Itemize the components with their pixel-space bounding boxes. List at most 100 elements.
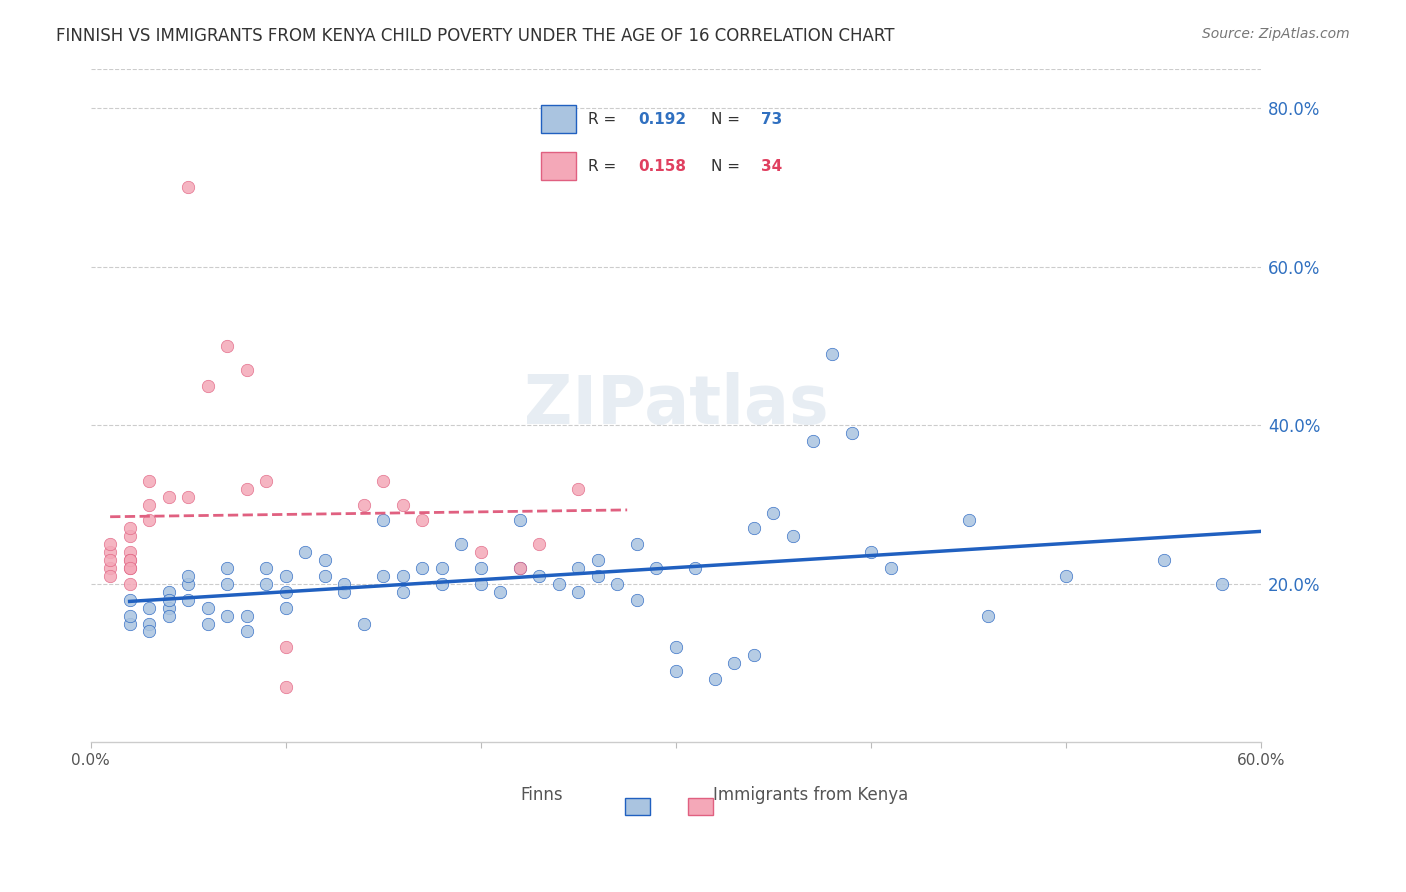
Point xyxy=(314,569,336,583)
Text: Finns: Finns xyxy=(520,786,562,805)
Point xyxy=(841,426,863,441)
Point xyxy=(98,537,121,551)
Point xyxy=(742,521,765,535)
Point xyxy=(118,553,141,567)
Point xyxy=(274,584,297,599)
Point xyxy=(217,608,239,623)
Point xyxy=(626,592,648,607)
Point xyxy=(294,545,316,559)
Point xyxy=(391,569,413,583)
Point xyxy=(373,474,395,488)
Point xyxy=(509,513,531,527)
Point xyxy=(470,577,492,591)
Point xyxy=(567,561,589,575)
Point xyxy=(118,561,141,575)
Point xyxy=(860,545,883,559)
Point xyxy=(665,664,688,678)
Point xyxy=(217,561,239,575)
Point xyxy=(157,600,180,615)
Point xyxy=(138,624,160,639)
Point xyxy=(197,616,219,631)
Point xyxy=(509,561,531,575)
Point xyxy=(274,600,297,615)
Point xyxy=(118,553,141,567)
Point xyxy=(782,529,804,543)
Point xyxy=(274,569,297,583)
Point xyxy=(821,347,844,361)
Text: Source: ZipAtlas.com: Source: ZipAtlas.com xyxy=(1202,27,1350,41)
Point xyxy=(138,600,160,615)
Point xyxy=(98,545,121,559)
Point xyxy=(509,561,531,575)
Point xyxy=(138,616,160,631)
Point xyxy=(1054,569,1077,583)
Point xyxy=(626,537,648,551)
Point xyxy=(118,592,141,607)
Point xyxy=(762,506,785,520)
Point xyxy=(723,656,745,670)
Point xyxy=(567,584,589,599)
Point xyxy=(411,513,433,527)
Point xyxy=(977,608,1000,623)
Point xyxy=(177,592,200,607)
Point xyxy=(217,339,239,353)
Point xyxy=(373,569,395,583)
Point xyxy=(177,569,200,583)
Point xyxy=(254,474,277,488)
Point xyxy=(529,569,551,583)
Point xyxy=(353,616,375,631)
Point xyxy=(197,378,219,392)
Point xyxy=(118,545,141,559)
Point xyxy=(235,624,257,639)
Point xyxy=(645,561,668,575)
Point xyxy=(430,561,453,575)
Point xyxy=(177,490,200,504)
Point xyxy=(118,529,141,543)
Point xyxy=(333,577,356,591)
Point xyxy=(157,608,180,623)
Text: FINNISH VS IMMIGRANTS FROM KENYA CHILD POVERTY UNDER THE AGE OF 16 CORRELATION C: FINNISH VS IMMIGRANTS FROM KENYA CHILD P… xyxy=(56,27,894,45)
Point xyxy=(98,569,121,583)
Point xyxy=(138,474,160,488)
Point xyxy=(665,640,688,655)
Point xyxy=(470,561,492,575)
Point xyxy=(118,521,141,535)
Point xyxy=(274,680,297,694)
Legend: , : , xyxy=(619,791,734,822)
Text: Immigrants from Kenya: Immigrants from Kenya xyxy=(713,786,908,805)
Point xyxy=(235,363,257,377)
Point xyxy=(547,577,569,591)
Point xyxy=(450,537,472,551)
Point xyxy=(606,577,628,591)
Point xyxy=(430,577,453,591)
Point xyxy=(586,553,609,567)
Point xyxy=(118,577,141,591)
Point xyxy=(177,577,200,591)
Point xyxy=(254,577,277,591)
Point xyxy=(879,561,901,575)
Point xyxy=(98,561,121,575)
Point xyxy=(391,498,413,512)
Point xyxy=(235,482,257,496)
Text: ZIPatlas: ZIPatlas xyxy=(523,373,828,439)
Point xyxy=(391,584,413,599)
Point xyxy=(118,608,141,623)
Point xyxy=(685,561,707,575)
Point xyxy=(1153,553,1175,567)
Point xyxy=(138,513,160,527)
Point xyxy=(157,584,180,599)
Point xyxy=(333,584,356,599)
Point xyxy=(157,592,180,607)
Point xyxy=(801,434,824,449)
Point xyxy=(157,490,180,504)
Point xyxy=(177,180,200,194)
Point xyxy=(1211,577,1233,591)
Point xyxy=(314,553,336,567)
Point xyxy=(197,600,219,615)
Point xyxy=(957,513,980,527)
Point xyxy=(353,498,375,512)
Point xyxy=(411,561,433,575)
Point xyxy=(217,577,239,591)
Point xyxy=(586,569,609,583)
Point xyxy=(470,545,492,559)
